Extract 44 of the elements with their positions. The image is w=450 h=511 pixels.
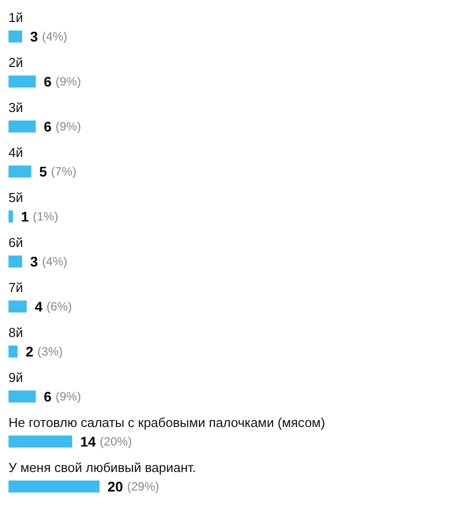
data-label: 2 <box>26 344 34 360</box>
annotation: (4%) <box>42 30 68 44</box>
bar <box>8 480 100 492</box>
data-label: 6 <box>44 118 52 134</box>
annotation: (9%) <box>56 390 81 404</box>
data-label: 6 <box>44 388 52 404</box>
bar <box>8 390 36 402</box>
y-tick-label: 6й <box>8 235 23 250</box>
y-tick-label: 5й <box>8 190 23 205</box>
bar <box>8 256 22 268</box>
bar <box>8 300 27 312</box>
annotation: (9%) <box>56 120 81 134</box>
data-label: 4 <box>34 298 43 314</box>
y-tick-label: 4й <box>8 145 23 160</box>
annotation: (20%) <box>100 434 132 448</box>
data-label: 1 <box>21 208 30 224</box>
annotation: (4%) <box>42 254 68 268</box>
data-label: 20 <box>108 478 124 494</box>
annotation: (29%) <box>127 480 160 494</box>
annotation: (9%) <box>56 74 81 88</box>
annotation: (7%) <box>51 164 76 178</box>
y-tick-label: 2й <box>8 55 23 70</box>
y-tick-label: Не готовлю салаты с крабовыми палочками (мясом) <box>8 415 326 430</box>
data-label: 3 <box>30 254 38 270</box>
y-tick-label: У меня свой любивый вариант. <box>8 460 196 475</box>
data-label: 3 <box>30 28 38 44</box>
y-tick-label: 1й <box>8 10 23 25</box>
bar <box>8 346 18 358</box>
annotation: (6%) <box>46 300 72 314</box>
annotation: (1%) <box>32 210 58 224</box>
data-label: 14 <box>80 434 96 450</box>
bar <box>8 76 36 88</box>
y-tick-label: 7й <box>8 280 23 295</box>
bar <box>8 120 36 132</box>
bar <box>8 436 72 448</box>
bar <box>8 166 32 178</box>
y-tick-label: 3й <box>8 100 23 115</box>
data-label: 6 <box>44 74 52 90</box>
bar <box>8 210 14 222</box>
annotation: (3%) <box>37 344 63 358</box>
y-tick-label: 9й <box>8 370 23 385</box>
bar <box>8 30 22 42</box>
y-tick-label: 8й <box>8 325 23 340</box>
data-label: 5 <box>39 164 48 180</box>
